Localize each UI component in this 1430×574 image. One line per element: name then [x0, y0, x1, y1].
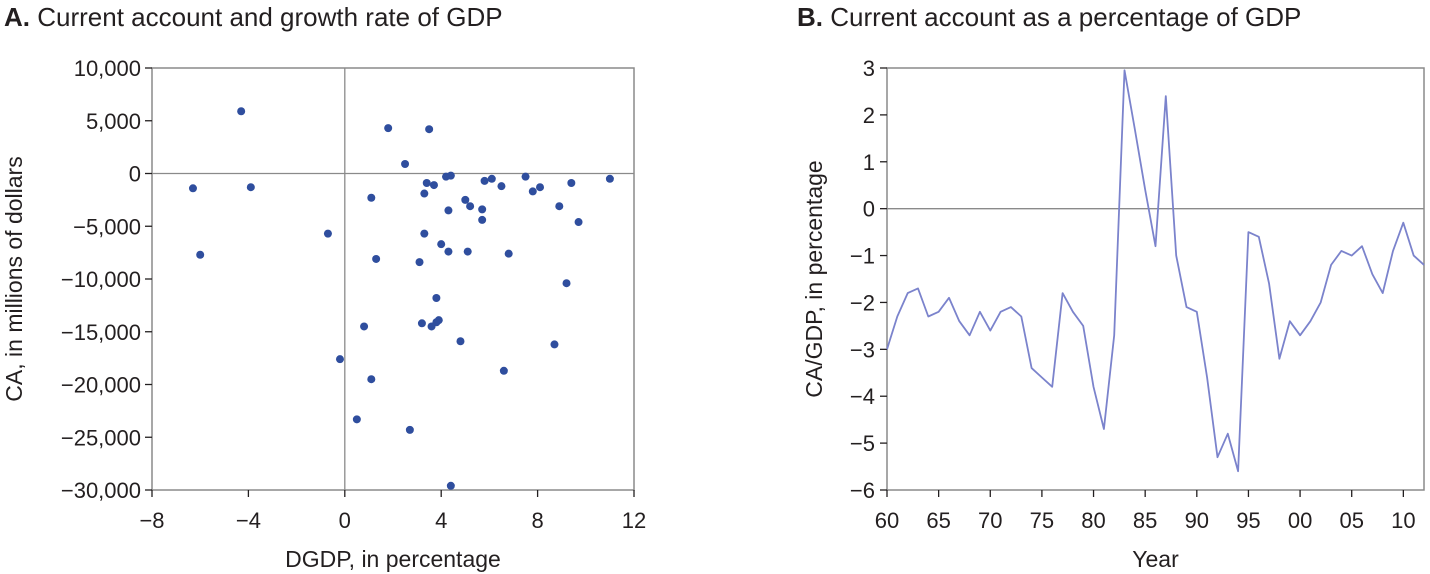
x-tick-label-b: 05	[1339, 508, 1363, 533]
scatter-point	[425, 125, 434, 134]
x-tick-label-a: −8	[139, 508, 164, 533]
scatter-point	[444, 247, 453, 256]
x-tick-label-b: 80	[1081, 508, 1105, 533]
y-tick-label-b: −3	[850, 337, 875, 362]
scatter-point	[323, 229, 332, 238]
scatter-point	[401, 160, 410, 169]
scatter-point	[420, 189, 429, 198]
x-tick-label-b: 75	[1030, 508, 1054, 533]
scatter-point	[422, 178, 431, 187]
panel-a-title-text: Current account and growth rate of GDP	[37, 2, 503, 32]
y-tick-label-a: −20,000	[61, 373, 141, 398]
x-tick-label-b: 10	[1391, 508, 1415, 533]
x-tick-label-b: 00	[1288, 508, 1312, 533]
y-tick-label-b: 1	[863, 150, 875, 175]
x-tick-label-a: 4	[435, 508, 447, 533]
y-tick-label-a: 0	[129, 162, 141, 187]
scatter-point	[466, 202, 475, 211]
y-tick-label-b: 0	[863, 197, 875, 222]
y-tick-label-b: −1	[850, 244, 875, 269]
y-tick-label-a: −30,000	[61, 478, 141, 503]
scatter-point	[478, 215, 487, 224]
scatter-point	[444, 206, 453, 215]
y-tick-label-b: −4	[850, 384, 875, 409]
x-axis-label-a: DGDP, in percentage	[285, 546, 501, 572]
x-tick-label-a: 12	[622, 508, 646, 533]
y-tick-label-a: 10,000	[74, 56, 141, 81]
x-tick-label-b: 60	[875, 508, 899, 533]
scatter-point	[246, 183, 255, 192]
scatter-point	[335, 355, 344, 364]
y-tick-label-b: −5	[850, 431, 875, 456]
y-tick-label-b: 3	[863, 56, 875, 81]
x-axis-label-b: Year	[1132, 546, 1179, 572]
x-tick-label-b: 65	[926, 508, 950, 533]
panel-b-title-text: Current account as a percentage of GDP	[830, 2, 1302, 32]
x-tick-label-b: 90	[1185, 508, 1209, 533]
scatter-point	[352, 415, 361, 424]
scatter-point	[528, 187, 537, 196]
panel-a-title: A. Current account and growth rate of GD…	[4, 2, 503, 33]
x-tick-label-b: 85	[1133, 508, 1157, 533]
scatter-point	[456, 337, 465, 346]
scatter-point	[536, 183, 545, 192]
scatter-point	[555, 202, 564, 211]
scatter-point	[504, 249, 513, 258]
series-line-ca-gdp	[886, 69, 1425, 473]
panel-b-title: B. Current account as a percentage of GD…	[797, 2, 1301, 33]
scatter-point	[188, 184, 197, 193]
scatter-point	[497, 182, 506, 191]
scatter-chart-current-account-vs-gdp-growth: 10,000 5,000 0 −5,000 −10,000 −15,000 −20,000 −…	[1, 56, 646, 572]
scatter-point	[384, 124, 393, 133]
y-tick-label-a: −25,000	[61, 425, 141, 450]
scatter-point	[417, 319, 426, 328]
y-tick-label-a: −10,000	[61, 267, 141, 292]
scatter-point	[196, 250, 205, 259]
scatter-point	[360, 322, 369, 331]
scatter-point	[487, 174, 496, 183]
y-tick-label-b: −6	[850, 478, 875, 503]
x-tick-label-b: 95	[1236, 508, 1260, 533]
scatter-point	[567, 178, 576, 187]
scatter-point	[367, 375, 376, 384]
scatter-point	[499, 366, 508, 375]
scatter-point	[367, 193, 376, 202]
plot-frame-b	[886, 67, 1425, 491]
panel-a-letter: A.	[4, 2, 30, 32]
scatter-point	[550, 340, 559, 349]
scatter-point	[434, 316, 443, 325]
scatter-point	[562, 279, 571, 288]
y-axis-label-a: CA, in millions of dollars	[1, 156, 27, 401]
scatter-point	[478, 205, 487, 214]
scatter-point	[405, 425, 414, 434]
scatter-point	[237, 107, 246, 116]
scatter-point	[446, 481, 455, 490]
scatter-point	[429, 181, 438, 190]
scatter-point	[420, 229, 429, 238]
scatter-point	[432, 293, 441, 302]
scatter-point	[605, 174, 614, 183]
y-tick-label-a: −5,000	[73, 214, 141, 239]
y-axis-label-b: CA/GDP, in percentage	[801, 160, 827, 397]
scatter-point	[461, 195, 470, 204]
scatter-point	[480, 176, 489, 185]
y-tick-label-b: 2	[863, 103, 875, 128]
x-tick-label-a: 8	[531, 508, 543, 533]
scatter-point	[574, 218, 583, 227]
y-tick-label-a: −15,000	[61, 320, 141, 345]
x-tick-label-a: 0	[339, 508, 351, 533]
scatter-point	[521, 172, 530, 181]
panel-b-letter: B.	[797, 2, 823, 32]
x-tick-label-a: −4	[236, 508, 261, 533]
y-tick-label-b: −2	[850, 290, 875, 315]
scatter-point	[415, 258, 424, 267]
scatter-point	[446, 171, 455, 180]
x-tick-label-b: 70	[978, 508, 1002, 533]
y-tick-label-a: 5,000	[86, 109, 141, 134]
scatter-point	[463, 247, 472, 256]
scatter-point	[372, 254, 381, 263]
scatter-point	[437, 240, 446, 249]
